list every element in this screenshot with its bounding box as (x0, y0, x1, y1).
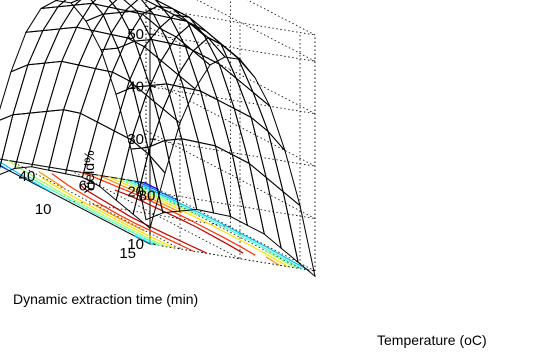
contour-line (51, 171, 256, 256)
contour-line (41, 176, 289, 268)
surface-patch (60, 26, 95, 66)
surface-patch (25, 6, 59, 33)
surface-mesh (0, 0, 316, 278)
y-tick-label: 15 (119, 245, 136, 262)
surface-patch (46, 60, 80, 112)
surface-patch (27, 28, 61, 66)
surface-patch (56, 0, 82, 8)
contour-line (7, 159, 296, 269)
tick-labels: 102030405051015406080 (19, 26, 156, 262)
z-grid-line (149, 138, 316, 167)
z-tick-label: 30 (127, 131, 144, 148)
y-axis-title: Dynamic extraction time (min) (13, 291, 198, 307)
surface-patch (107, 0, 139, 12)
surface-patch (203, 34, 237, 79)
surface-patch (62, 64, 97, 114)
surface-patch (235, 76, 270, 134)
x-axis-title: Temperature (oC) (377, 332, 487, 348)
surface-patch (216, 98, 251, 165)
surface-patch (31, 109, 65, 171)
surface-patch (214, 144, 249, 227)
surface-patch (54, 0, 80, 4)
surface-patch (94, 33, 129, 73)
x-tick-label: 60 (79, 178, 96, 195)
floor-grid-line (149, 243, 316, 272)
surface-patch (143, 27, 177, 62)
contour-line (26, 175, 303, 270)
surface-patch (231, 153, 266, 236)
surface-patch (181, 138, 215, 214)
z-tick-label: 50 (127, 26, 144, 43)
surface-patch (41, 4, 76, 32)
x-tick-label: 80 (139, 188, 156, 205)
surface-patch (0, 112, 31, 175)
surface-patch (90, 0, 118, 8)
surface-patch (199, 90, 234, 156)
surface-patch (79, 68, 114, 123)
surface-patch (197, 141, 232, 218)
contour-line (79, 183, 244, 254)
surface-patch (130, 146, 164, 221)
surface-patch (0, 63, 29, 121)
surface-patch (10, 30, 44, 73)
z-tick-label: 40 (127, 79, 144, 96)
z-tick-label: 20 (127, 184, 144, 201)
surface-patch (251, 90, 286, 152)
surface-patch (40, 0, 67, 9)
contour-line (0, 161, 309, 271)
contour-line (38, 170, 280, 266)
surface-patch (29, 60, 63, 114)
surface-patch (47, 109, 82, 175)
z-tick-label: 10 (127, 236, 144, 253)
surface-patch (248, 162, 282, 250)
surface-patch (58, 2, 93, 30)
surface-patch (73, 0, 97, 6)
surface-patch (150, 38, 185, 89)
z-axis-title: Yield% (81, 150, 97, 193)
surface-patch (96, 71, 130, 132)
floor-contours (0, 159, 309, 271)
box-edge (149, 7, 316, 36)
surface-patch (12, 62, 46, 116)
z-grid-line (149, 86, 316, 115)
surface-patch (14, 110, 48, 169)
y-tick-label: 10 (35, 201, 52, 218)
x-tick-label: 40 (19, 168, 36, 185)
contour-line (143, 182, 158, 190)
surface-patch (167, 42, 202, 92)
contour-line (0, 164, 178, 201)
surface-patch (43, 26, 78, 64)
